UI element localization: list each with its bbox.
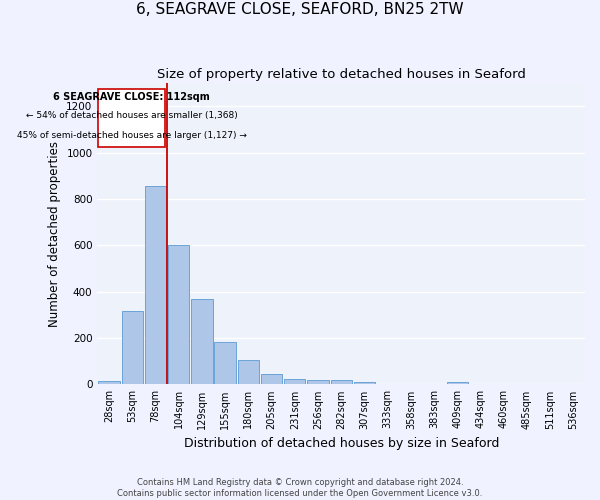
Bar xyxy=(238,360,259,384)
Text: ← 54% of detached houses are smaller (1,368): ← 54% of detached houses are smaller (1,… xyxy=(26,112,238,120)
Text: 45% of semi-detached houses are larger (1,127) →: 45% of semi-detached houses are larger (… xyxy=(17,130,247,140)
Bar xyxy=(331,380,352,384)
Bar xyxy=(122,312,143,384)
Title: Size of property relative to detached houses in Seaford: Size of property relative to detached ho… xyxy=(157,68,526,80)
FancyBboxPatch shape xyxy=(98,89,165,147)
X-axis label: Distribution of detached houses by size in Seaford: Distribution of detached houses by size … xyxy=(184,437,499,450)
Text: 6 SEAGRAVE CLOSE: 112sqm: 6 SEAGRAVE CLOSE: 112sqm xyxy=(53,92,210,102)
Bar xyxy=(214,342,236,384)
Bar xyxy=(446,382,468,384)
Text: 6, SEAGRAVE CLOSE, SEAFORD, BN25 2TW: 6, SEAGRAVE CLOSE, SEAFORD, BN25 2TW xyxy=(136,2,464,18)
Bar xyxy=(191,298,212,384)
Bar xyxy=(284,380,305,384)
Y-axis label: Number of detached properties: Number of detached properties xyxy=(48,140,61,326)
Bar xyxy=(354,382,375,384)
Bar xyxy=(168,246,190,384)
Text: Contains HM Land Registry data © Crown copyright and database right 2024.
Contai: Contains HM Land Registry data © Crown c… xyxy=(118,478,482,498)
Bar xyxy=(145,186,166,384)
Bar xyxy=(98,381,119,384)
Bar xyxy=(307,380,329,384)
Bar xyxy=(261,374,282,384)
